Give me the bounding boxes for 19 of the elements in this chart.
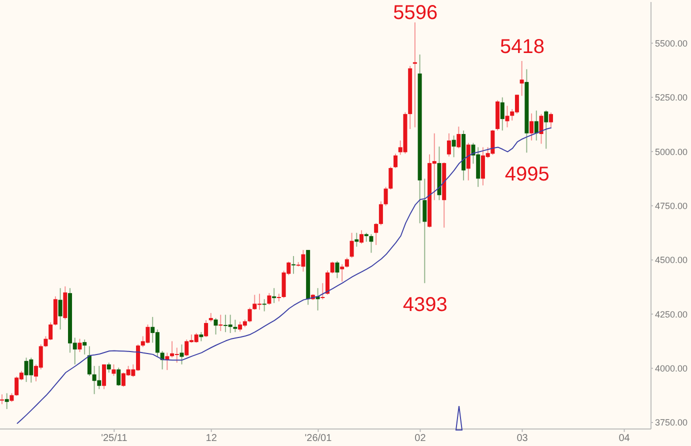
annotation: 5418 — [500, 36, 545, 58]
annotation: 4995 — [504, 164, 550, 186]
y-tick-label: 4000.00 — [655, 364, 688, 374]
x-tick-label: 03 — [516, 433, 528, 444]
y-tick-label: 4750.00 — [655, 200, 688, 211]
candlestick — [276, 293, 281, 302]
y-tick-label: 3750.00 — [655, 418, 688, 428]
x-tick-label: '25/11 — [101, 433, 128, 444]
x-tick-label: 04 — [618, 433, 630, 444]
x-tick-label: '26/01 — [304, 433, 332, 444]
y-tick-label: 5250.00 — [655, 92, 688, 103]
annotation: 5596 — [393, 2, 438, 24]
x-tick-label: 02 — [414, 433, 426, 444]
y-tick-label: 4500.00 — [655, 255, 688, 266]
x-tick-label: 12 — [206, 433, 218, 444]
y-tick-label: 5500.00 — [655, 38, 688, 48]
y-tick-label: 4250.00 — [655, 309, 688, 320]
y-tick-label: 5000.00 — [655, 146, 688, 157]
annotation: 4393 — [402, 294, 448, 316]
